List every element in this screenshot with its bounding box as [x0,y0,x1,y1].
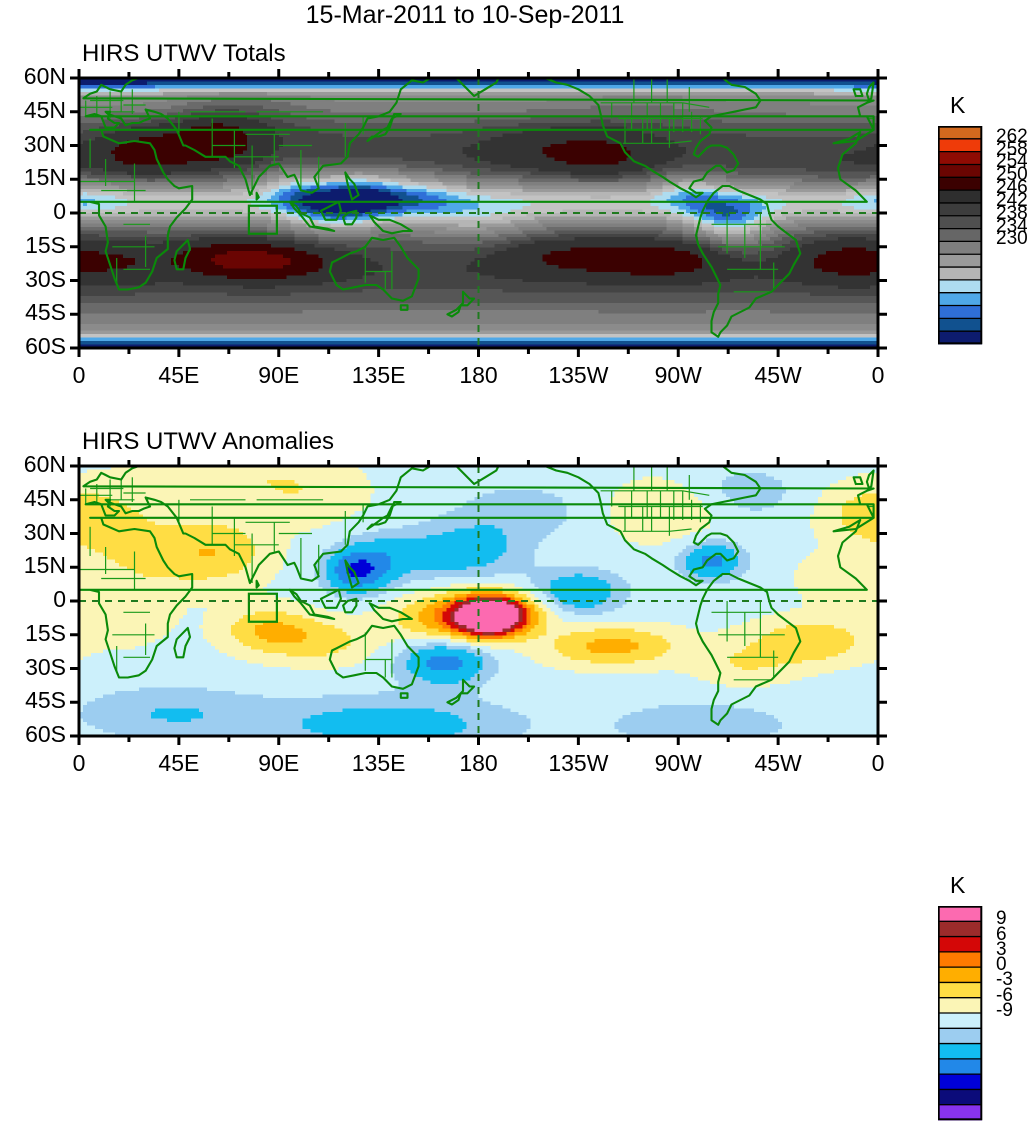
x-tick-label-anomalies-4: 180 [459,750,498,776]
colorbar-label-totals-0: 262 [996,125,1027,147]
y-tick-label-totals-3: 15N [23,164,66,191]
y-tick-label-totals-4: 0 [53,198,66,224]
y-tick-label-anomalies-0: 60N [23,451,66,477]
colorbar-label-totals-4: 246 [996,177,1027,199]
panel-title-totals: HIRS UTWV Totals [82,40,286,67]
y-tick-label-totals-1: 45N [23,96,66,123]
x-tick-label-anomalies-7: 45W [754,750,802,776]
figure-canvas: 15-Mar-2011 to 10-Sep-2011 HIRS UTWV Tot… [23,1,1027,1121]
colorbar-label-anomalies-6: -9 [996,1000,1013,1021]
figure-title: 15-Mar-2011 to 10-Sep-2011 [305,1,625,29]
x-tick-label-anomalies-5: 135W [548,750,609,776]
colorbar-label-totals-2: 254 [996,151,1027,173]
y-tick-label-totals-6: 30S [25,265,66,292]
colorbar-label-totals-3: 250 [996,164,1027,186]
colorbar-anomalies [938,906,983,1121]
x-tick-label-totals-8: 0 [871,362,885,388]
colorbar-label-totals-8: 230 [996,228,1027,250]
colorbar-label-totals-1: 258 [996,138,1027,160]
x-tick-label-anomalies-1: 45E [158,750,200,776]
x-tick-label-anomalies-3: 135E [351,750,406,776]
y-tick-label-anomalies-5: 15S [25,619,66,646]
y-tick-label-anomalies-8: 60S [25,721,66,747]
x-tick-label-anomalies-0: 0 [72,750,86,776]
y-tick-label-anomalies-7: 45S [25,687,66,714]
colorbar-units-anomalies: K [950,872,966,898]
y-tick-label-anomalies-3: 15N [23,552,66,579]
panel-title-anomalies: HIRS UTWV Anomalies [82,428,335,455]
y-tick-label-totals-5: 15S [25,231,66,258]
totals-map-svg [70,69,887,357]
x-tick-label-totals-2: 90E [258,362,300,388]
y-tick-label-totals-7: 45S [25,299,66,326]
x-tick-label-totals-6: 90W [654,362,702,388]
y-tick-label-totals-0: 60N [23,63,66,89]
colorbar-units-totals: K [950,92,966,118]
y-tick-label-anomalies-6: 30S [25,653,66,680]
colorbar-totals [938,126,983,345]
x-tick-label-totals-5: 135W [548,362,609,388]
x-tick-label-totals-7: 45W [754,362,802,388]
y-tick-label-anomalies-2: 30N [23,518,66,545]
colorbar-label-totals-5: 242 [996,189,1027,211]
x-tick-label-totals-1: 45E [158,362,200,388]
y-tick-label-anomalies-1: 45N [23,484,66,511]
colorbar-label-totals-7: 234 [996,215,1027,237]
y-tick-label-totals-8: 60S [25,333,66,359]
x-tick-label-anomalies-8: 0 [871,750,885,776]
x-tick-label-anomalies-6: 90W [654,750,702,776]
anomalies-map-svg [70,457,887,745]
x-tick-label-totals-4: 180 [459,362,498,388]
x-tick-label-totals-3: 135E [351,362,406,388]
x-tick-label-anomalies-2: 90E [258,750,300,776]
y-tick-label-totals-2: 30N [23,130,66,157]
x-tick-label-totals-0: 0 [72,362,86,388]
colorbar-label-totals-6: 238 [996,202,1027,224]
y-tick-label-anomalies-4: 0 [53,586,66,612]
